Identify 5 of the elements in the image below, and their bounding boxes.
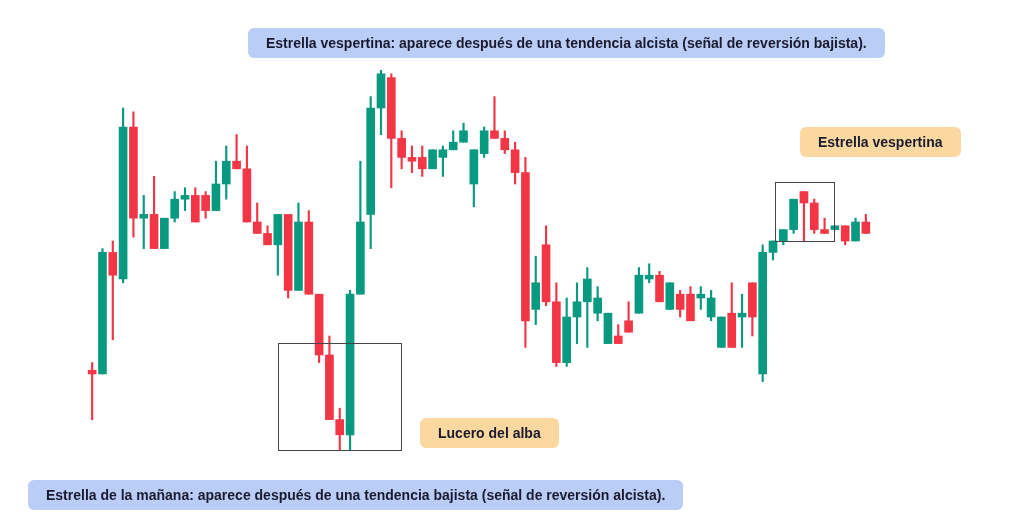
text: Estrella vespertina: aparece después de una tendencia alcista (señal de reversión bajista). [248,28,885,58]
candlestick [232,134,241,170]
text: Estrella de la mañana: aparece después de una tendencia bajista (señal de reversión alcista). [28,480,684,510]
annotation: Lucero del alba [420,418,559,448]
annotation: Estrella vespertina [800,127,961,157]
